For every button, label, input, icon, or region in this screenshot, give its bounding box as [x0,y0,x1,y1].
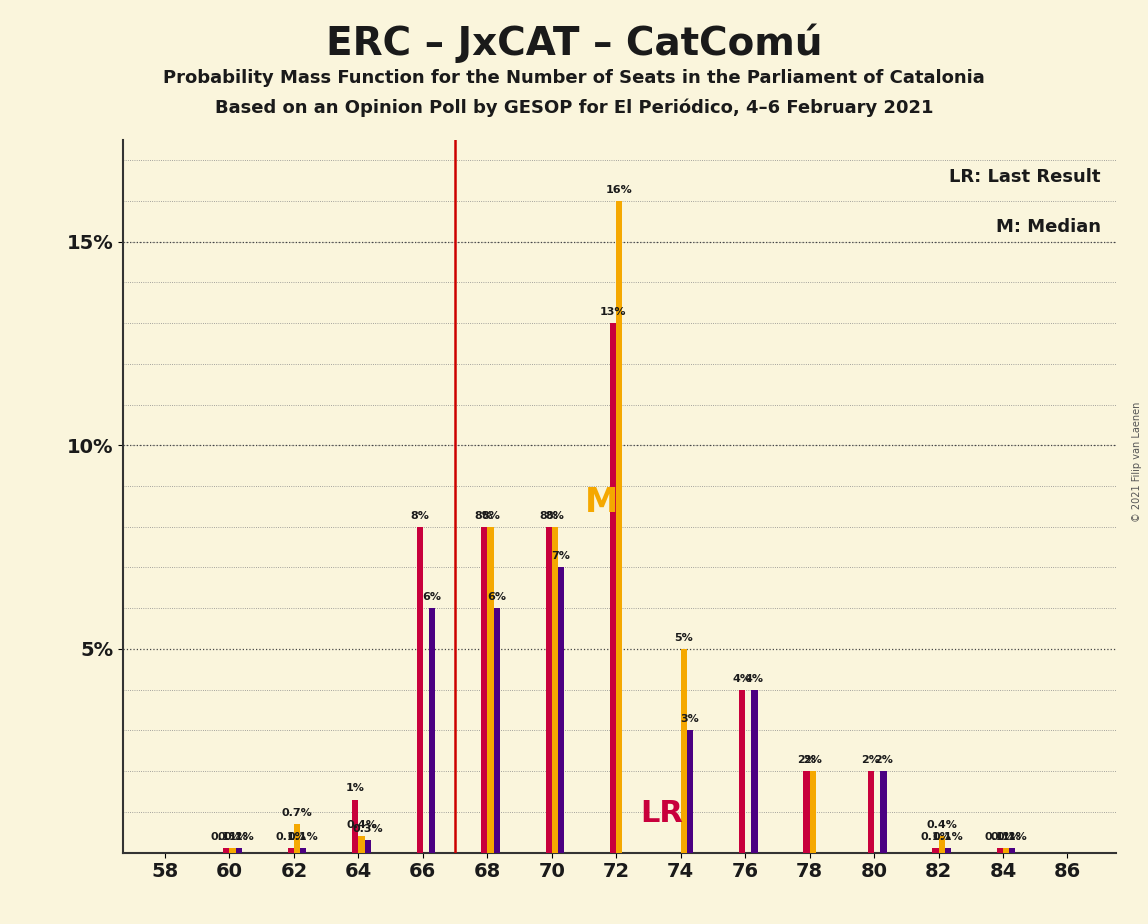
Bar [610,323,616,853]
Text: 16%: 16% [606,185,633,195]
Bar [932,848,939,853]
Text: M: M [585,485,619,518]
Text: 0.7%: 0.7% [281,808,312,818]
Bar [365,840,371,853]
Bar [1003,848,1009,853]
Bar [996,848,1003,853]
Bar [804,772,809,853]
Bar [945,848,951,853]
Text: 0.1%: 0.1% [920,833,951,843]
Text: 2%: 2% [797,755,816,765]
Text: 0.1%: 0.1% [288,833,319,843]
Bar [487,527,494,853]
Text: 8%: 8% [545,511,565,520]
Bar [939,836,945,853]
Text: 6%: 6% [422,592,442,602]
Text: 0.3%: 0.3% [352,824,383,834]
Text: 8%: 8% [540,511,558,520]
Text: 3%: 3% [681,714,699,724]
Bar [1009,848,1016,853]
Text: 1%: 1% [346,784,365,794]
Text: 0.1%: 0.1% [276,833,307,843]
Bar [235,848,242,853]
Bar [545,527,552,853]
Text: 4%: 4% [732,674,752,684]
Bar [300,848,307,853]
Text: ERC – JxCAT – CatComú: ERC – JxCAT – CatComú [326,23,822,63]
Bar [417,527,422,853]
Text: 0.4%: 0.4% [346,821,377,830]
Text: 5%: 5% [674,633,693,643]
Bar [223,848,230,853]
Text: 0.1%: 0.1% [217,833,248,843]
Text: 0.1%: 0.1% [932,833,963,843]
Bar [294,824,300,853]
Text: 2%: 2% [804,755,822,765]
Text: Probability Mass Function for the Number of Seats in the Parliament of Catalonia: Probability Mass Function for the Number… [163,69,985,87]
Text: 0.1%: 0.1% [985,833,1015,843]
Bar [616,201,622,853]
Text: LR: LR [639,799,683,828]
Bar [739,689,745,853]
Text: 8%: 8% [481,511,499,520]
Bar [358,836,365,853]
Bar [352,799,358,853]
Bar [752,689,758,853]
Bar [552,527,558,853]
Bar [494,608,499,853]
Text: Based on an Opinion Poll by GESOP for El Periódico, 4–6 February 2021: Based on an Opinion Poll by GESOP for El… [215,99,933,117]
Text: 0.1%: 0.1% [991,833,1022,843]
Text: © 2021 Filip van Laenen: © 2021 Filip van Laenen [1132,402,1142,522]
Text: M: Median: M: Median [996,218,1101,237]
Bar [809,772,816,853]
Bar [230,848,235,853]
Bar [687,730,693,853]
Text: 2%: 2% [874,755,893,765]
Text: 8%: 8% [475,511,494,520]
Text: 0.1%: 0.1% [211,833,242,843]
Text: 7%: 7% [552,552,571,561]
Bar [288,848,294,853]
Text: 0.1%: 0.1% [996,833,1027,843]
Bar [429,608,435,853]
Text: LR: Last Result: LR: Last Result [949,168,1101,187]
Bar [481,527,487,853]
Bar [558,567,564,853]
Text: 6%: 6% [487,592,506,602]
Text: 0.1%: 0.1% [224,833,254,843]
Bar [881,772,886,853]
Text: 13%: 13% [600,307,627,317]
Text: 4%: 4% [745,674,765,684]
Text: 0.4%: 0.4% [926,821,957,830]
Bar [868,772,874,853]
Text: 8%: 8% [410,511,429,520]
Bar [681,649,687,853]
Text: 2%: 2% [861,755,881,765]
